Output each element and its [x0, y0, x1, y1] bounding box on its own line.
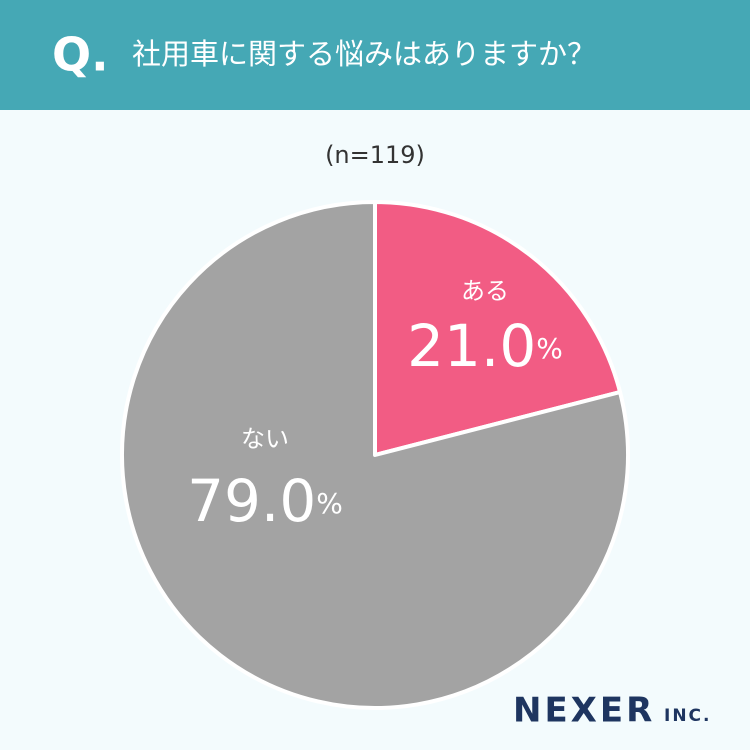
pie: ある 21.0% ない 79.0%: [120, 200, 630, 710]
subtitle: (n=119): [325, 141, 425, 169]
value-label: 21.0%: [407, 312, 563, 380]
question-prefix: Q.: [52, 28, 109, 82]
slice-label: ない: [241, 425, 289, 453]
brand: NEXER: [513, 691, 655, 731]
value-label: 79.0%: [187, 467, 343, 535]
pie-slice: [373, 200, 623, 457]
pie-slice: [120, 200, 630, 710]
brand-suffix: INC.: [664, 706, 712, 726]
header-band: [0, 0, 750, 110]
slice-label: ある: [461, 277, 509, 305]
chart-title: 社用車に関する悩みはありますか？: [132, 37, 596, 71]
